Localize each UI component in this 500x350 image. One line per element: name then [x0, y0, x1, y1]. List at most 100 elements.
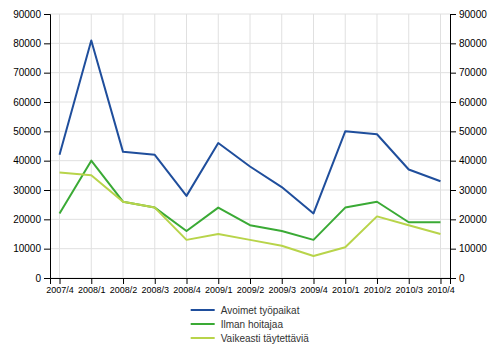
x-tick: 2009/1: [205, 278, 233, 295]
tick-mark: [450, 14, 456, 15]
tick-mark: [450, 131, 456, 132]
y-tick-label: 20000: [13, 214, 41, 225]
legend-swatch: [191, 337, 215, 339]
tick-mark: [377, 278, 378, 284]
plot-area: 2007/42008/1 2008/22008/3 2008/4 2009/1 2009…: [13, 9, 487, 296]
x-tick-label: 2008/3: [141, 285, 169, 295]
y-tick-label: 30000: [13, 185, 41, 196]
legend-item: Avoimet työpaikat: [191, 305, 300, 316]
y2-tick: 60000: [450, 97, 487, 108]
x-tick: 2010/3: [395, 278, 423, 295]
y2-tick: 0: [450, 273, 465, 284]
grid-line: [154, 14, 155, 278]
x-tick: 2009/4: [300, 278, 328, 295]
y-tick: 20000: [13, 214, 50, 225]
x-tick-label: 2010/4: [427, 285, 455, 295]
y2-tick-label: 80000: [459, 38, 487, 49]
x-tick: 2008/4: [173, 278, 201, 295]
tick-mark: [187, 278, 188, 284]
tick-mark: [44, 73, 50, 74]
x-tick: 2009/2: [237, 278, 265, 295]
x-tick-label: 2008/2: [110, 285, 138, 295]
grid-line: [376, 14, 377, 278]
y2-tick-label: 50000: [459, 126, 487, 137]
tick-mark: [44, 190, 50, 191]
tick-mark: [450, 278, 456, 279]
y-tick: 30000: [13, 185, 50, 196]
x-tick-label: 2010/1: [332, 285, 360, 295]
axis-domain: [51, 279, 451, 285]
y-axis: 0100002000030000400005000060000700008000…: [13, 9, 50, 284]
tick-mark: [44, 43, 50, 44]
x-tick: 2010/2: [364, 278, 392, 295]
y-tick: 40000: [13, 155, 50, 166]
tick-mark: [313, 278, 314, 284]
y2-tick: 50000: [450, 126, 487, 137]
x-tick-label: 2010/3: [395, 285, 423, 295]
tick-mark: [44, 14, 50, 15]
grid: [50, 14, 450, 278]
tick-mark: [44, 278, 50, 279]
tick-mark: [60, 278, 61, 284]
y2-tick-label: 90000: [459, 9, 487, 20]
y2-tick-label: 40000: [459, 155, 487, 166]
x-tick-label: 2009/4: [300, 285, 328, 295]
legend: Avoimet työpaikat Ilman hoitajaa Vaikeasti…: [191, 305, 310, 344]
tick-mark: [450, 43, 456, 44]
tick-mark: [44, 102, 50, 103]
tick-mark: [345, 278, 346, 284]
tick-mark: [282, 278, 283, 284]
grid-line: [440, 14, 441, 278]
axis-domain: [451, 15, 457, 279]
tick-mark: [44, 161, 50, 162]
axis-domain: [44, 15, 51, 279]
y2-tick-label: 20000: [459, 214, 487, 225]
lines: [60, 40, 441, 256]
y-tick-label: 40000: [13, 155, 41, 166]
y-tick-label: 70000: [13, 67, 41, 78]
tick-mark: [450, 219, 456, 220]
tick-mark: [123, 278, 124, 284]
y2-tick: 20000: [450, 214, 487, 225]
y2-tick: 80000: [450, 38, 487, 49]
y2-tick: 10000: [450, 243, 487, 254]
x-tick: 2010/1: [332, 278, 360, 295]
x-tick-label: 2009/2: [237, 285, 265, 295]
y-tick: 0: [35, 273, 50, 284]
y-tick: 70000: [13, 67, 50, 78]
tick-mark: [155, 278, 156, 284]
tick-mark: [450, 190, 456, 191]
tick-mark: [44, 249, 50, 250]
tick-mark: [450, 102, 456, 103]
tick-mark: [450, 73, 456, 74]
grid-line: [281, 14, 282, 278]
legend-item: Ilman hoitajaa: [191, 319, 284, 330]
x-tick-label: 2008/4: [173, 285, 201, 295]
x-tick: 2008/1: [78, 278, 106, 295]
series-line: [60, 40, 441, 213]
legend-label: Ilman hoitajaa: [221, 319, 284, 330]
y-tick-label: 60000: [13, 97, 41, 108]
grid-line: [345, 14, 346, 278]
y-tick-label: 50000: [13, 126, 41, 137]
x-tick-label: 2010/2: [364, 285, 392, 295]
legend-label: Avoimet työpaikat: [221, 305, 300, 316]
y2-tick: 90000: [450, 9, 487, 20]
y-tick: 90000: [13, 9, 50, 20]
legend-item: Vaikeasti täytettäviä: [191, 333, 310, 344]
series-line: [60, 161, 441, 240]
grid-line: [250, 14, 251, 278]
legend-swatch: [191, 323, 215, 325]
legend-label: Vaikeasti täytettäviä: [221, 333, 310, 344]
legend-swatch: [191, 309, 215, 311]
tick-mark: [44, 219, 50, 220]
grid-line: [91, 14, 92, 278]
grid-line: [123, 14, 124, 278]
tick-mark: [450, 249, 456, 250]
y2-tick: 40000: [450, 155, 487, 166]
grid-line: [59, 14, 60, 278]
series-line: [60, 172, 441, 256]
x-tick: 2007/4: [46, 278, 74, 295]
y2-tick-label: 70000: [459, 67, 487, 78]
tick-mark: [409, 278, 410, 284]
